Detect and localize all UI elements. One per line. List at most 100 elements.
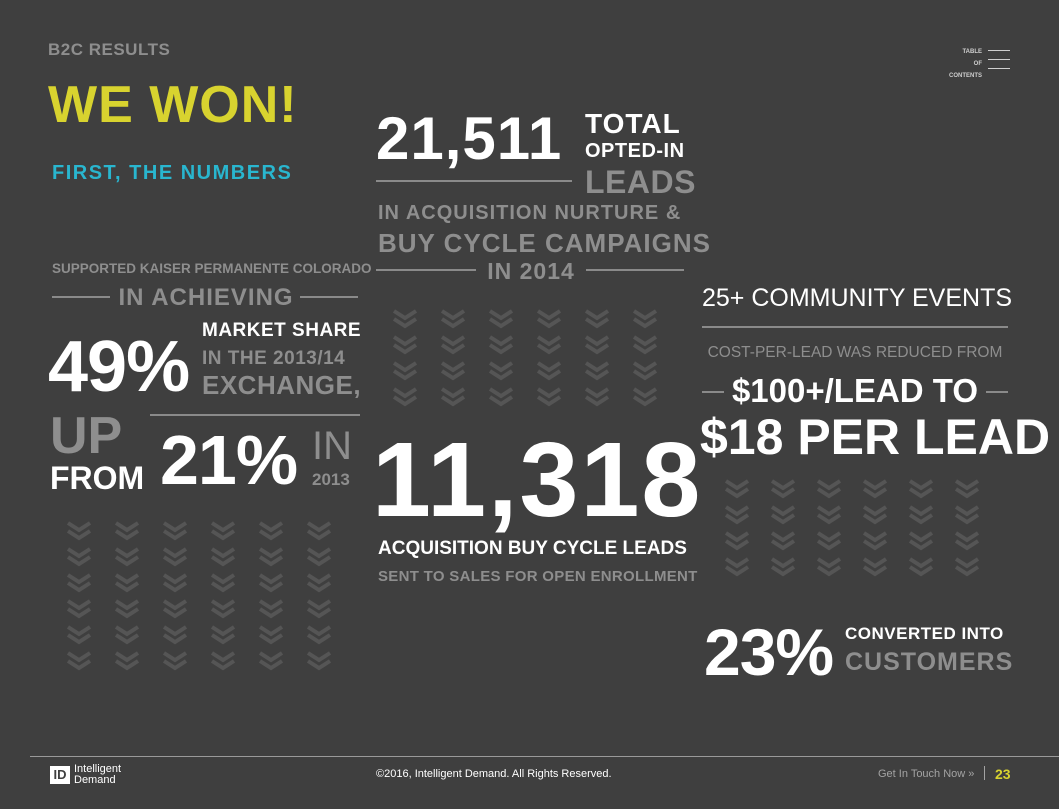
chevron-down-icon xyxy=(162,651,188,671)
chevron-down-icon xyxy=(770,531,796,551)
chevron-down-icon xyxy=(162,547,188,567)
divider xyxy=(150,414,360,416)
copyright-text: ©2016, Intelligent Demand. All Rights Re… xyxy=(376,768,612,780)
chevron-down-icon xyxy=(440,361,466,381)
chevron-down-icon xyxy=(908,557,934,577)
chevron-down-icon xyxy=(908,479,934,499)
divider xyxy=(300,296,358,298)
chevron-down-icon xyxy=(392,361,418,381)
market-share-label: MARKET SHARE xyxy=(202,320,362,341)
chevron-down-icon xyxy=(770,557,796,577)
chevron-down-icon xyxy=(392,335,418,355)
chevron-down-icon xyxy=(66,573,92,593)
toc-line-1: TABLE xyxy=(962,49,982,55)
chevron-down-icon xyxy=(258,625,284,645)
logo-line-2: Demand xyxy=(74,774,116,786)
chevron-down-icon xyxy=(536,309,562,329)
chevron-down-icon xyxy=(632,361,658,381)
chevron-down-icon xyxy=(258,573,284,593)
chevron-down-icon xyxy=(440,387,466,407)
chevron-down-icon xyxy=(724,557,750,577)
chevron-down-icon xyxy=(210,599,236,619)
chevron-down-icon xyxy=(210,521,236,541)
chevron-down-icon xyxy=(162,625,188,645)
achieving-text: IN ACHIEVING xyxy=(118,284,294,311)
chevron-pattern xyxy=(390,308,660,408)
chevron-down-icon xyxy=(258,547,284,567)
in-label: IN xyxy=(312,424,352,468)
get-in-touch-link[interactable]: Get In Touch Now » xyxy=(878,768,975,780)
divider xyxy=(52,296,110,298)
divider xyxy=(702,391,724,393)
chevron-down-icon xyxy=(114,599,140,619)
campaign-label-line1: IN ACQUISITION NURTURE & xyxy=(378,202,682,224)
chevron-down-icon xyxy=(816,505,842,525)
chevron-down-icon xyxy=(724,531,750,551)
exchange-label: EXCHANGE, xyxy=(202,370,362,400)
leads-label: LEADS xyxy=(585,164,696,200)
chevron-down-icon xyxy=(770,479,796,499)
chevron-down-icon xyxy=(210,651,236,671)
divider xyxy=(986,391,1008,393)
chevron-down-icon xyxy=(954,557,980,577)
converted-into-label: CONVERTED INTO xyxy=(845,624,1004,643)
chevron-down-icon xyxy=(488,309,514,329)
chevron-down-icon xyxy=(306,599,332,619)
chevron-down-icon xyxy=(862,531,888,551)
chevron-down-icon xyxy=(954,479,980,499)
chevron-down-icon xyxy=(536,387,562,407)
chevron-down-icon xyxy=(724,505,750,525)
chevron-down-icon xyxy=(210,573,236,593)
toc-line-3: CONTENTS xyxy=(949,73,982,79)
chevron-down-icon xyxy=(536,361,562,381)
customers-label: CUSTOMERS xyxy=(845,648,1014,676)
buy-cycle-leads-label: ACQUISITION BUY CYCLE LEADS xyxy=(378,538,687,559)
chevron-down-icon xyxy=(584,387,610,407)
divider xyxy=(376,180,572,182)
campaign-year-label: IN 2014 xyxy=(487,258,575,284)
menu-bar xyxy=(988,59,1010,60)
chevron-down-icon xyxy=(392,309,418,329)
divider xyxy=(376,269,476,271)
chevron-down-icon xyxy=(536,335,562,355)
chevron-down-icon xyxy=(584,335,610,355)
chevron-down-icon xyxy=(954,531,980,551)
chevron-down-icon xyxy=(816,557,842,577)
divider xyxy=(586,269,684,271)
previous-year-label: 2013 xyxy=(312,470,350,489)
chevron-down-icon xyxy=(724,479,750,499)
chevron-down-icon xyxy=(584,309,610,329)
sent-to-sales-label: SENT TO SALES FOR OPEN ENROLLMENT xyxy=(378,568,698,585)
chevron-down-icon xyxy=(862,479,888,499)
chevron-down-icon xyxy=(66,599,92,619)
campaign-label-line2: BUY CYCLE CAMPAIGNS xyxy=(378,228,711,258)
chevron-down-icon xyxy=(210,547,236,567)
logo-wordmark: Intelligent Demand xyxy=(74,764,121,786)
supported-text: SUPPORTED KAISER PERMANENTE COLORADO xyxy=(52,261,372,276)
chevron-down-icon xyxy=(66,521,92,541)
chevron-down-icon xyxy=(258,599,284,619)
total-leads-number: 21,511 xyxy=(376,105,563,172)
page-title: WE WON! xyxy=(48,76,298,134)
chevron-down-icon xyxy=(632,335,658,355)
chevron-down-icon xyxy=(66,651,92,671)
chevron-down-icon xyxy=(162,573,188,593)
chevron-down-icon xyxy=(488,361,514,381)
chevron-down-icon xyxy=(632,309,658,329)
opted-in-label: OPTED-IN xyxy=(585,140,685,162)
logo-mark: ID xyxy=(50,766,70,784)
chevron-down-icon xyxy=(114,625,140,645)
chevron-down-icon xyxy=(114,651,140,671)
chevron-down-icon xyxy=(862,557,888,577)
footer-separator xyxy=(984,766,985,780)
chevron-down-icon xyxy=(440,335,466,355)
table-of-contents-link[interactable]: TABLE OF CONTENTS xyxy=(930,46,982,82)
chevron-pattern xyxy=(722,478,982,578)
chevron-down-icon xyxy=(908,531,934,551)
page-number: 23 xyxy=(995,766,1011,782)
chevron-down-icon xyxy=(488,335,514,355)
chevron-down-icon xyxy=(210,625,236,645)
chevron-down-icon xyxy=(862,505,888,525)
chevron-down-icon xyxy=(162,599,188,619)
chevron-down-icon xyxy=(392,387,418,407)
